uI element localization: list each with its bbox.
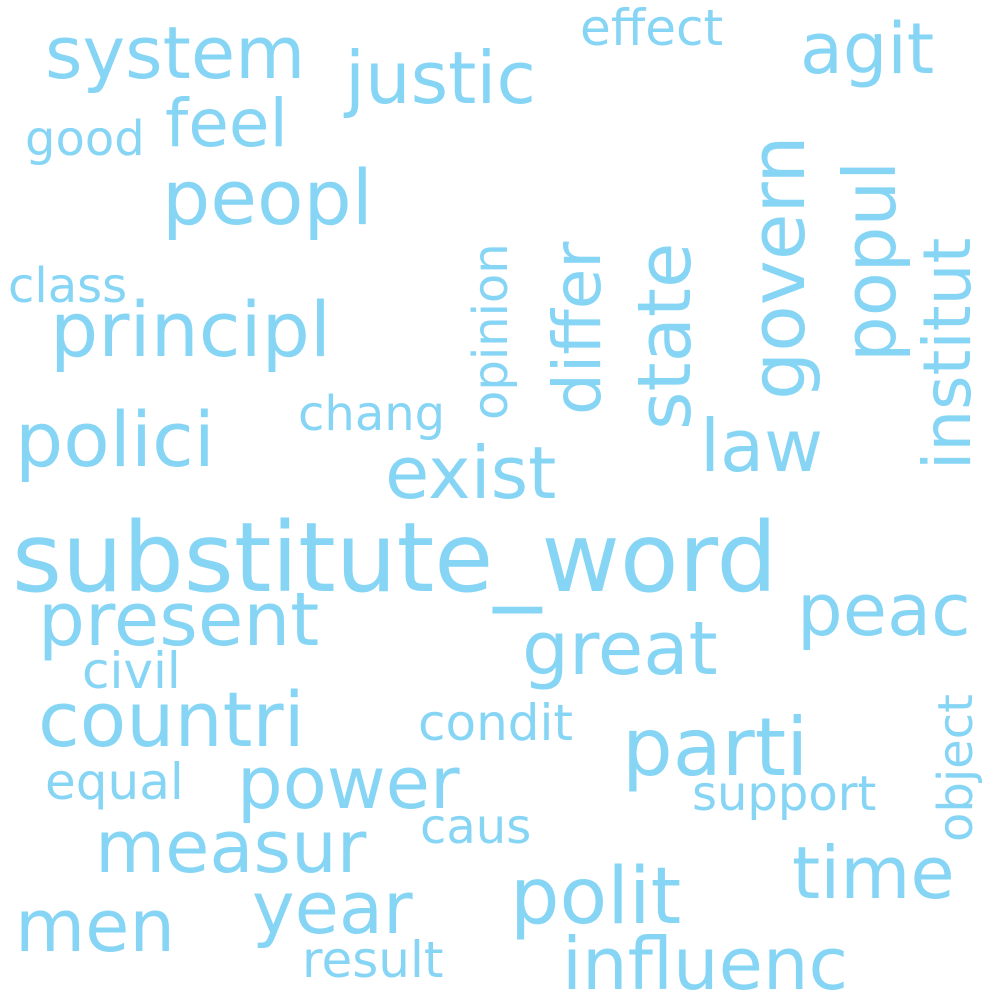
word-measur: measur (95, 805, 367, 889)
word-polici: polici (15, 395, 215, 484)
word-equal: equal (45, 753, 184, 811)
word-time: time (792, 831, 955, 915)
word-law: law (700, 404, 824, 488)
word-peopl: peopl (162, 153, 373, 242)
word-present: present (38, 577, 320, 663)
word-popul: popul (828, 160, 912, 362)
word-power: power (237, 741, 460, 825)
word-exist: exist (385, 431, 557, 515)
word-justic: justic (345, 36, 536, 120)
word-condit: condit (418, 694, 574, 752)
word-men: men (15, 884, 176, 968)
word-feel: feel (165, 85, 288, 162)
word-countri: countri (38, 675, 305, 764)
word-civil: civil (82, 642, 181, 700)
word-effect: effect (580, 0, 724, 57)
word-class: class (8, 258, 128, 314)
word-institut: institut (909, 237, 986, 470)
word-differ: differ (539, 241, 616, 415)
word-influenc: influenc (562, 922, 849, 1000)
word-opinion: opinion (463, 243, 519, 420)
word-good: good (25, 111, 145, 167)
word-chang: chang (298, 386, 446, 442)
word-support: support (692, 766, 877, 822)
word-state: state (622, 242, 708, 430)
word-caus: caus (420, 799, 532, 855)
word-result: result (302, 931, 444, 989)
word-agit: agit (800, 8, 935, 90)
word-peac: peac (797, 568, 971, 652)
word-govern: govern (733, 135, 822, 400)
word-system: system (45, 11, 306, 95)
word-parti: parti (622, 701, 809, 794)
word-object: object (928, 694, 984, 842)
word-principl: principl (50, 285, 332, 374)
word-substitute-word: substitute_word (12, 502, 778, 614)
word-year: year (252, 866, 413, 950)
word-polit: polit (510, 852, 682, 942)
word-great: great (522, 606, 718, 692)
